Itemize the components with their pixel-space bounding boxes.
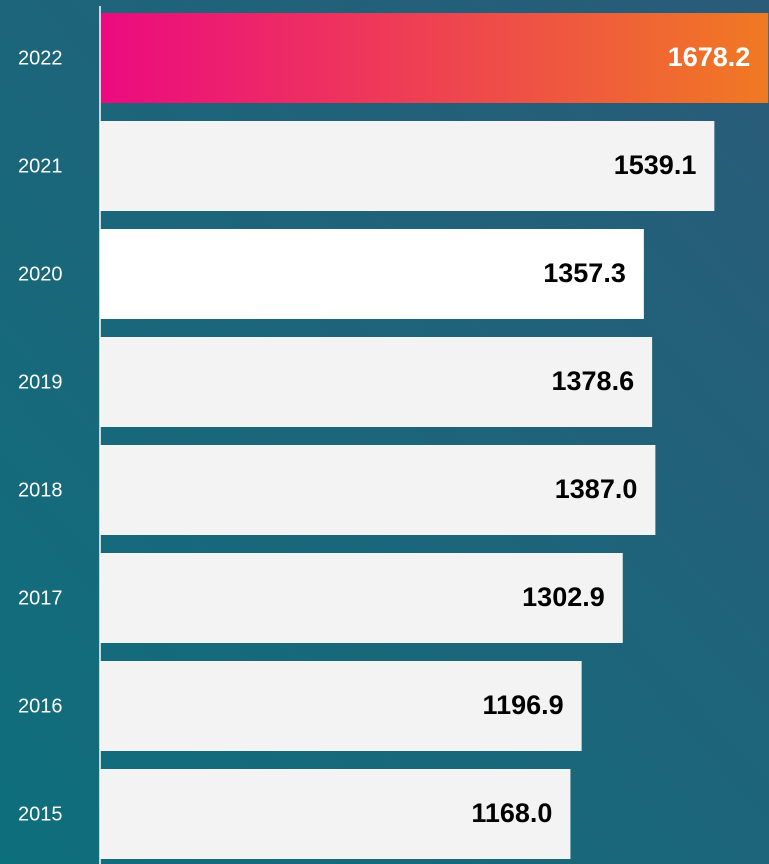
y-tick-label: 2016 — [18, 695, 63, 717]
bar — [100, 553, 623, 643]
y-tick-label: 2022 — [18, 47, 63, 69]
bar — [100, 769, 571, 859]
value-label: 1539.1 — [614, 150, 697, 180]
value-label: 1387.0 — [555, 474, 638, 504]
value-label: 1168.0 — [471, 798, 552, 828]
value-label: 1378.6 — [552, 366, 635, 396]
value-label: 1678.2 — [668, 42, 751, 72]
bar — [100, 121, 715, 211]
value-label: 1357.3 — [543, 258, 626, 288]
y-tick-label: 2018 — [18, 479, 63, 501]
bar — [100, 445, 656, 535]
y-tick-label: 2021 — [18, 155, 63, 177]
bar — [100, 13, 769, 103]
y-tick-label: 2017 — [18, 587, 63, 609]
bar — [100, 229, 644, 319]
value-label: 1302.9 — [522, 582, 605, 612]
y-tick-label: 2020 — [18, 263, 63, 285]
bar — [100, 661, 582, 751]
y-tick-label: 2015 — [18, 803, 63, 825]
y-tick-label: 2019 — [18, 371, 63, 393]
value-label: 1196.9 — [483, 690, 564, 720]
bar — [100, 337, 653, 427]
